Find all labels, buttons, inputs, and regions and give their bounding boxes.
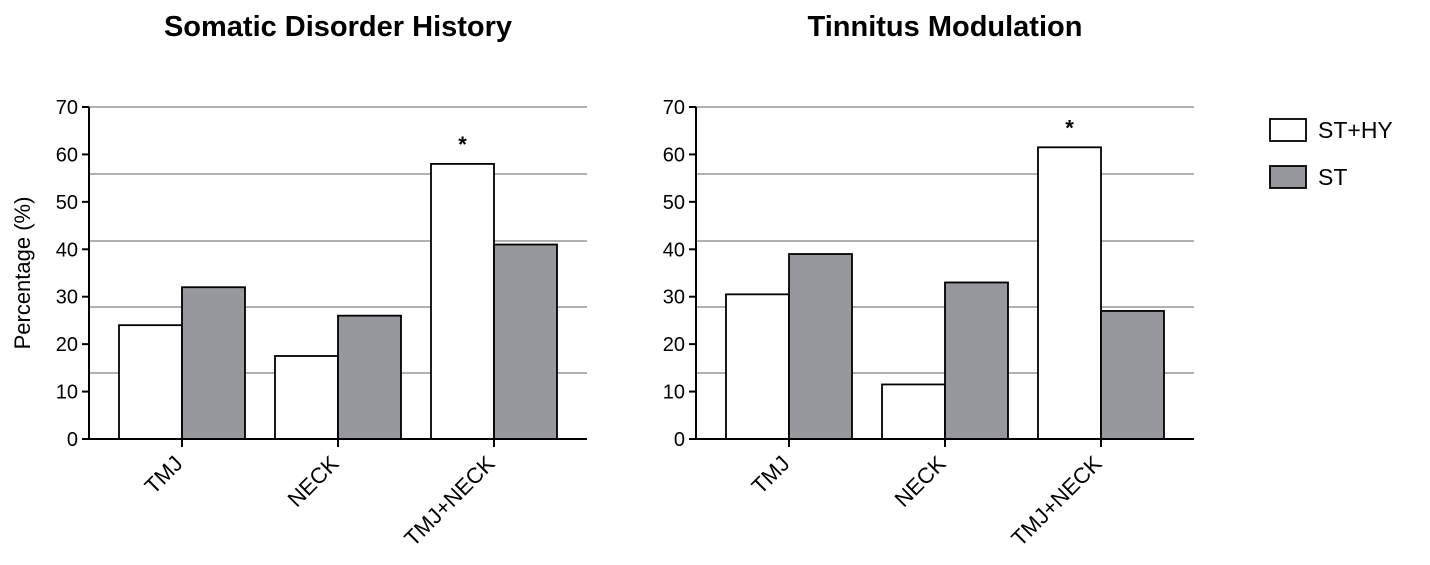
bar-st-neck (337, 314, 402, 440)
x-tick-label: TMJ+NECK (399, 451, 499, 551)
y-tick-label: 50 (663, 192, 685, 214)
y-tick-label: 40 (56, 239, 78, 261)
bar-st-hy-neck (274, 355, 339, 440)
y-tick-label: 10 (56, 382, 78, 404)
y-tick-label: 40 (663, 239, 685, 261)
significance-asterisk: * (1065, 115, 1074, 140)
chart-title: Somatic Disorder History (164, 11, 512, 43)
chart-title: Tinnitus Modulation (808, 11, 1083, 43)
bar-st-hy-neck (881, 383, 946, 440)
bar-st-neck (944, 281, 1009, 440)
y-tick-label: 20 (56, 334, 78, 356)
legend-label: ST+HY (1318, 117, 1393, 143)
y-tick-label: 20 (663, 334, 685, 356)
panel-tinnitus-modulation: Tinnitus Modulation * 0 10 20 30 40 50 60 70 TMJ NE… (663, 11, 1194, 551)
x-tick-label: NECK (283, 451, 344, 512)
legend-label: ST (1318, 164, 1347, 190)
legend-swatch-st (1269, 165, 1307, 189)
bar-st-tmj (181, 286, 246, 440)
y-tick-label: 0 (67, 429, 78, 451)
x-tick-label: TMJ (140, 451, 188, 499)
bar-st-tmj (788, 253, 853, 440)
y-tick-label: 10 (663, 382, 685, 404)
y-tick-label: 70 (663, 97, 685, 119)
y-axis-label: Percentage (%) (10, 197, 35, 350)
y-tick-label: 50 (56, 192, 78, 214)
y-tick-label: 30 (56, 287, 78, 309)
x-tick-label: TMJ+NECK (1006, 451, 1106, 551)
y-tick-label: 70 (56, 97, 78, 119)
y-tick-label: 0 (674, 429, 685, 451)
bar-st-hy-tmj-neck (1037, 146, 1102, 440)
y-tick-label: 60 (56, 144, 78, 166)
bar-st-tmj-neck (493, 243, 558, 440)
bar-st-hy-tmj-neck (430, 163, 495, 440)
x-tick-label: NECK (890, 451, 951, 512)
y-tick-label: 30 (663, 287, 685, 309)
bar-st-hy-tmj (118, 324, 183, 440)
significance-asterisk: * (458, 132, 467, 157)
y-tick-label: 60 (663, 144, 685, 166)
bar-st-hy-tmj (725, 293, 790, 440)
legend-swatch-st-hy (1269, 118, 1307, 142)
x-tick-label: TMJ (747, 451, 795, 499)
legend: ST+HY ST (1269, 117, 1393, 190)
panel-somatic-disorder-history: Somatic Disorder History * 0 10 20 30 40 50 60 70… (10, 11, 587, 551)
bar-st-tmj-neck (1100, 310, 1165, 440)
